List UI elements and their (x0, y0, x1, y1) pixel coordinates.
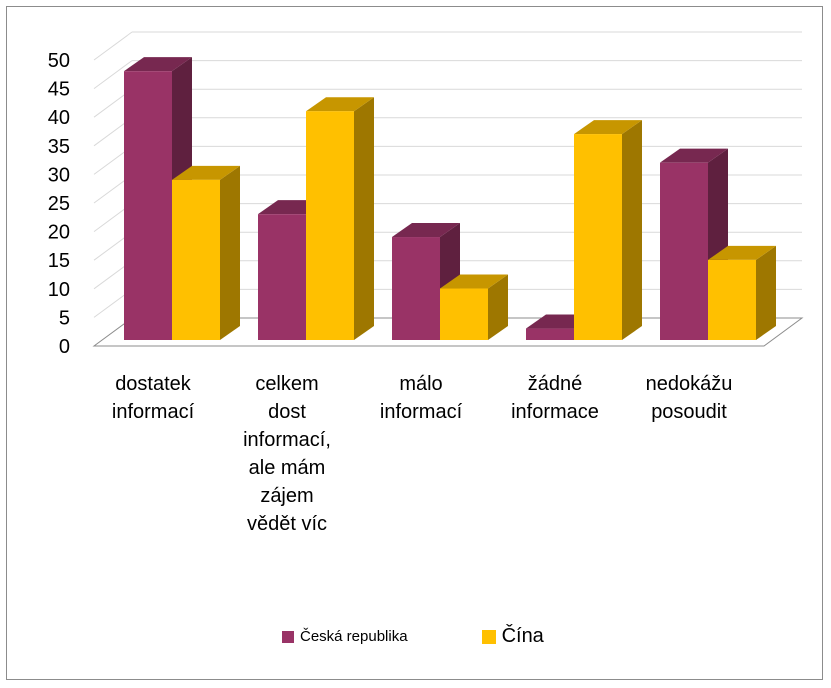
x-category-label-line: dost (268, 401, 306, 423)
bar-top (708, 245, 776, 260)
y-tick-label: 20 (48, 222, 70, 244)
legend: Česká republika Čína (282, 625, 544, 648)
bar-side (756, 245, 776, 340)
gridline-side (93, 31, 133, 61)
bar (306, 111, 354, 340)
x-category-label: celkem dost informací, ale mám zájem vědět ví… (243, 373, 331, 535)
bar-top (306, 97, 374, 112)
bar-top (124, 57, 192, 72)
bar (172, 179, 220, 340)
x-category-label-line: zájem (260, 485, 313, 507)
y-tick-label: 40 (48, 107, 70, 129)
x-category-label: dostatek informací (112, 373, 195, 423)
legend-label-czech-republic: Česká republika (300, 628, 408, 645)
bar-top (574, 120, 642, 135)
y-tick-label: 5 (59, 307, 70, 329)
x-category-label-line: celkem (255, 373, 318, 395)
y-tick-label: 50 (48, 50, 70, 72)
bar (574, 134, 622, 340)
x-category-label-line: informací (112, 401, 195, 423)
x-category-label-line: ale mám (249, 457, 326, 479)
y-tick-label: 10 (48, 279, 70, 301)
y-tick-label: 15 (48, 250, 70, 272)
gridline-side (93, 60, 133, 90)
bar-side (488, 274, 508, 340)
y-tick-label: 25 (48, 193, 70, 215)
legend-swatch-czech-republic (282, 630, 294, 643)
y-tick-label: 35 (48, 136, 70, 158)
y-tick-label: 0 (59, 336, 70, 358)
bar-top (660, 148, 728, 163)
legend-label-china: Čína (501, 625, 544, 647)
legend-item-china: Čína (481, 625, 544, 648)
bar-top (172, 165, 240, 180)
bar (124, 71, 172, 340)
bar-side (354, 97, 374, 340)
bar-side (220, 165, 240, 340)
x-category-label-line: posoudit (651, 401, 727, 423)
x-category-label-line: žádné (528, 373, 583, 395)
y-tick-label: 30 (48, 164, 70, 186)
y-tick-label: 45 (48, 79, 70, 101)
x-category-label-line: informací, (243, 429, 331, 451)
bar-side (622, 120, 642, 340)
bar (526, 328, 574, 340)
x-category-label: žádné informace (511, 373, 599, 423)
bar (258, 214, 306, 340)
x-category-label-line: nedokážu (646, 373, 733, 395)
x-category-label-line: informace (511, 401, 599, 423)
bar (708, 259, 756, 340)
x-category-label-line: vědět víc (247, 513, 327, 535)
x-category-label-line: dostatek (115, 373, 192, 395)
bar-top (392, 223, 460, 238)
legend-swatch-china (481, 629, 496, 644)
legend-item-czech-republic: Česká republika (282, 628, 408, 645)
bar (660, 162, 708, 340)
bar-top (440, 274, 508, 289)
bar (440, 288, 488, 340)
bar (392, 237, 440, 340)
x-category-label-line: informací (380, 401, 463, 423)
x-category-label: nedokážu posoudit (646, 373, 733, 423)
x-category-label: málo informací (380, 373, 463, 423)
x-category-label-line: málo (399, 373, 442, 395)
